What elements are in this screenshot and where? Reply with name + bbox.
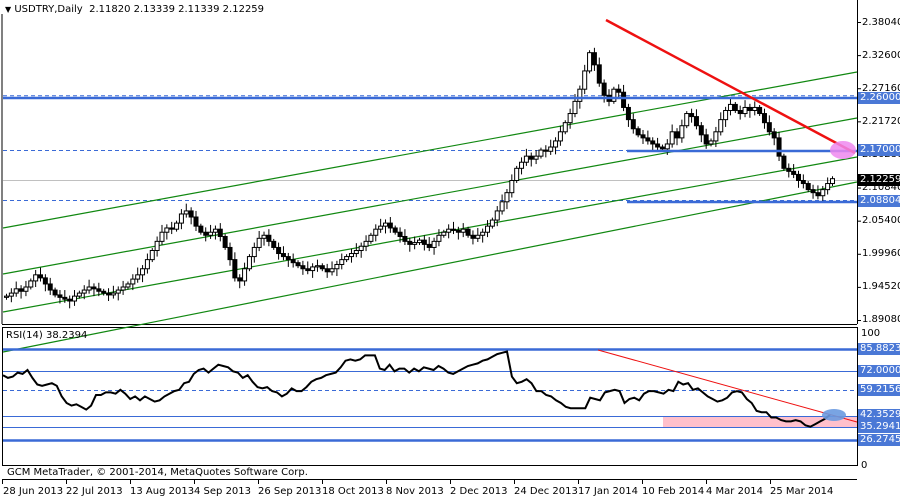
rsi-level-badge[interactable]: 42.35294 [858, 409, 900, 421]
candlestick-series [4, 47, 835, 309]
chart-title: ▼ USDTRY,Daily 2.11820 2.13339 2.11339 2… [5, 4, 264, 16]
level-badge-226[interactable]: 2.26000 [858, 92, 900, 104]
rsi-level-badge[interactable]: 59.21569 [858, 384, 900, 396]
price-tick: 1.89080 [862, 314, 900, 325]
dashed-level-lines [3, 95, 857, 201]
date-tick: 13 Aug 2013 [130, 486, 195, 497]
rsi-level-badge[interactable]: 26.27451 [858, 434, 900, 446]
price-tick: 2.38040 [862, 17, 900, 28]
date-tick: 24 Dec 2013 [514, 486, 578, 497]
date-tick: 4 Sep 2013 [194, 486, 252, 497]
rsi-tick-100: 100 [861, 328, 881, 339]
copyright-text: GCM MetaTrader, © 2001-2014, MetaQuotes … [7, 467, 308, 478]
current-price-badge: 2.12259 [858, 174, 900, 186]
date-tick: 18 Oct 2013 [322, 486, 384, 497]
date-tick: 22 Jul 2013 [66, 486, 123, 497]
rsi-highlight-blue [822, 409, 846, 421]
level-badge-217[interactable]: 2.17000 [858, 144, 900, 156]
rsi-level-lines [3, 348, 857, 442]
date-tick: 10 Feb 2014 [642, 486, 705, 497]
price-tick: 2.21720 [862, 116, 900, 127]
rsi-level-badge[interactable]: 72.00000 [858, 365, 900, 377]
collapse-triangle-icon[interactable]: ▼ [5, 5, 12, 14]
symbol-timeframe: USDTRY,Daily [14, 4, 83, 15]
date-tick: 26 Sep 2013 [258, 486, 322, 497]
rsi-support-zone [663, 417, 857, 427]
date-tick: 17 Jan 2014 [578, 486, 638, 497]
date-tick: 28 Jun 2013 [3, 486, 64, 497]
price-trendline[interactable] [605, 18, 856, 155]
date-tick: 2 Dec 2013 [450, 486, 508, 497]
rsi-trendline[interactable] [597, 349, 858, 423]
price-tick: 2.27160 [862, 83, 900, 94]
date-tick: 8 Nov 2013 [386, 486, 444, 497]
horizontal-levels[interactable] [3, 96, 857, 204]
price-tick: 1.94520 [862, 281, 900, 292]
main-pane[interactable] [1, 0, 858, 325]
price-tick: 2.10840 [862, 182, 900, 193]
rsi-level-badge[interactable]: 85.88235 [858, 343, 900, 355]
date-axis-ticks [2, 479, 771, 484]
date-tick: 4 Mar 2014 [706, 486, 764, 497]
breakout-highlight-pink [830, 141, 856, 159]
ascending-channel[interactable] [2, 71, 858, 353]
price-tick: 2.32600 [862, 50, 900, 61]
ohlc-values: 2.11820 2.13339 2.11339 2.12259 [89, 4, 265, 15]
rsi-line [2, 350, 831, 428]
price-tick: 2.05400 [862, 215, 900, 226]
date-tick: 25 Mar 2014 [770, 486, 834, 497]
level-badge-208[interactable]: 2.08804 [858, 195, 900, 207]
rsi-title: RSI(14) 38.2394 [6, 330, 88, 341]
rsi-tick-0: 0 [861, 460, 868, 471]
price-tick: 1.99960 [862, 248, 900, 259]
rsi-pane[interactable] [2, 327, 858, 466]
